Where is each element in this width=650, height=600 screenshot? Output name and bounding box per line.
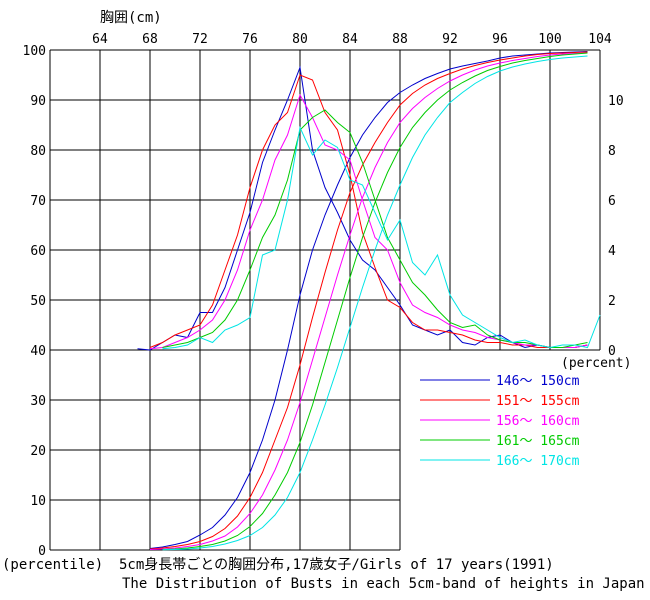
y-right-tick-label: 10 — [608, 94, 624, 109]
y-left-tick-label: 10 — [30, 494, 46, 509]
y-left-tick-label: 60 — [30, 244, 46, 259]
x-tick-label: 68 — [142, 32, 158, 47]
y-left-tick-label: 80 — [30, 144, 46, 159]
x-tick-label: 64 — [92, 32, 108, 47]
left-axis-unit: (percentile) — [2, 557, 103, 573]
y-right-tick-label: 2 — [608, 294, 616, 309]
percentile-line-4 — [162, 52, 588, 550]
y-left-tick-label: 100 — [23, 44, 46, 59]
x-tick-label: 104 — [588, 32, 612, 47]
right-axis-unit: (percent) — [561, 356, 631, 371]
y-left-tick-label: 40 — [30, 344, 46, 359]
percent-line-1 — [137, 65, 588, 351]
x-axis-label: 胸囲(cm) — [100, 10, 162, 26]
x-tick-label: 100 — [538, 32, 561, 47]
tick-labels: 64 68 72 76 80 84 88 92 96 100 1040102030405060708… — [23, 32, 624, 559]
percent-line-2 — [149, 74, 588, 348]
x-tick-label: 84 — [342, 32, 358, 47]
series-lines — [137, 51, 601, 551]
chart-subtitle: The Distribution of Busts in each 5cm-ba… — [122, 576, 645, 592]
x-tick-label: 80 — [292, 32, 308, 47]
x-tick-label: 76 — [242, 32, 258, 47]
legend: 146〜 150cm 151〜 155cm 156〜 160cm 161〜 165cm… — [420, 374, 580, 469]
legend-label-4: 161〜 165cm — [496, 434, 580, 449]
grid-lines — [49, 49, 601, 551]
chart-title: 5cm身長帯ごとの胸囲分布,17歳女子/Girls of 17 years(19… — [119, 556, 554, 573]
percentile-line-2 — [149, 51, 588, 550]
y-left-tick-label: 20 — [30, 444, 46, 459]
percent-line-5 — [162, 125, 601, 350]
percent-line-3 — [149, 93, 588, 350]
y-right-tick-label: 0 — [608, 344, 616, 359]
percent-line-4 — [162, 109, 588, 348]
legend-label-3: 156〜 160cm — [496, 414, 580, 429]
percentile-line-3 — [149, 52, 588, 550]
legend-label-5: 166〜 170cm — [496, 454, 580, 469]
percentile-line-5 — [162, 55, 588, 551]
legend-label-1: 146〜 150cm — [496, 374, 580, 389]
x-tick-label: 88 — [392, 32, 408, 47]
legend-label-2: 151〜 155cm — [496, 394, 580, 409]
x-tick-label: 96 — [492, 32, 508, 47]
y-left-tick-label: 90 — [30, 94, 46, 109]
y-left-tick-label: 70 — [30, 194, 46, 209]
percentile-line-1 — [149, 51, 588, 549]
y-right-tick-label: 8 — [608, 144, 616, 159]
x-tick-label: 92 — [442, 32, 458, 47]
y-left-tick-label: 0 — [38, 544, 46, 559]
y-right-tick-label: 4 — [608, 244, 616, 259]
y-left-tick-label: 50 — [30, 294, 46, 309]
y-left-tick-label: 30 — [30, 394, 46, 409]
x-tick-label: 72 — [192, 32, 208, 47]
y-right-tick-label: 6 — [608, 194, 616, 209]
